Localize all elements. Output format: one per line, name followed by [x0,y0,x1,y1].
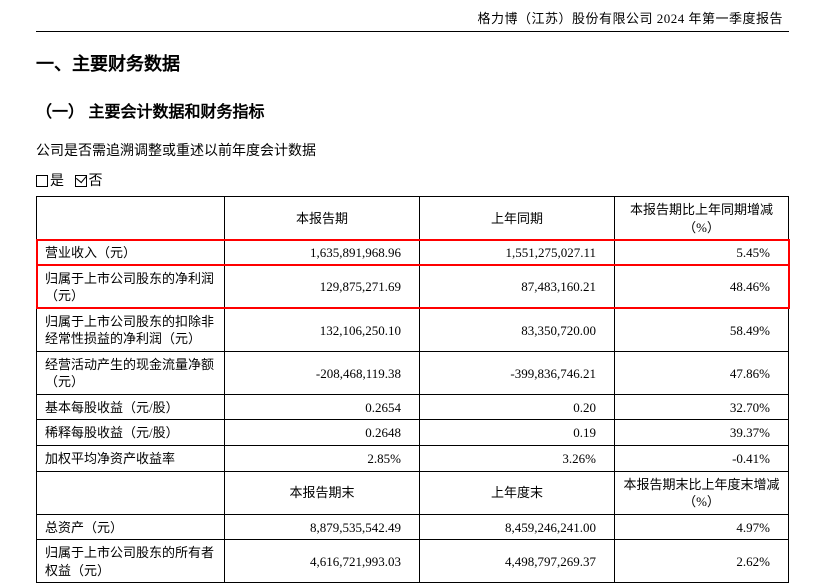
checkbox-row: 是 否 [36,170,789,190]
row-label: 基本每股收益（元/股） [37,394,225,420]
row-change: 48.46% [615,265,789,308]
row-label: 归属于上市公司股东的净利润（元） [37,265,225,308]
row-previous: 83,350,720.00 [420,308,615,351]
col-previous: 上年同期 [420,197,615,240]
row-previous: 0.19 [420,420,615,446]
row-label: 稀释每股收益（元/股） [37,420,225,446]
row-label: 加权平均净资产收益率 [37,446,225,472]
col-change: 本报告期比上年同期增减（%） [615,197,789,240]
row-current: 1,635,891,968.96 [225,240,420,266]
row-current: 4,616,721,993.03 [225,540,420,583]
row-current: 132,106,250.10 [225,308,420,351]
table-row: 总资产（元）8,879,535,542.498,459,246,241.004.… [37,514,789,540]
row-current: 129,875,271.69 [225,265,420,308]
row-current: 0.2648 [225,420,420,446]
col-previous: 上年度末 [420,471,615,514]
row-change: 39.37% [615,420,789,446]
col-change: 本报告期末比上年度末增减（%） [615,471,789,514]
header-rule [36,31,789,32]
report-page: 格力博（江苏）股份有限公司 2024 年第一季度报告 一、主要财务数据 （一） … [0,0,825,563]
row-previous: -399,836,746.21 [420,351,615,394]
checkbox-yes-label: 是 [50,174,64,189]
row-change: 2.62% [615,540,789,583]
table-row: 归属于上市公司股东的扣除非经常性损益的净利润（元）132,106,250.108… [37,308,789,351]
row-label: 经营活动产生的现金流量净额（元） [37,351,225,394]
row-label: 归属于上市公司股东的所有者权益（元） [37,540,225,583]
table-row: 经营活动产生的现金流量净额（元）-208,468,119.38-399,836,… [37,351,789,394]
row-change: 58.49% [615,308,789,351]
row-label: 归属于上市公司股东的扣除非经常性损益的净利润（元） [37,308,225,351]
checkbox-yes [36,175,48,187]
table-row: 加权平均净资产收益率2.85%3.26%-0.41% [37,446,789,472]
financial-table-wrap: 本报告期上年同期本报告期比上年同期增减（%）营业收入（元）1,635,891,9… [36,196,789,583]
table-row: 基本每股收益（元/股）0.26540.2032.70% [37,394,789,420]
row-change: 5.45% [615,240,789,266]
row-previous: 1,551,275,027.11 [420,240,615,266]
row-previous: 8,459,246,241.00 [420,514,615,540]
row-change: 4.97% [615,514,789,540]
col-current: 本报告期 [225,197,420,240]
section-subtitle-1: （一） 主要会计数据和财务指标 [36,98,789,122]
row-label: 营业收入（元） [37,240,225,266]
row-change: -0.41% [615,446,789,472]
section-title-1: 一、主要财务数据 [36,50,789,76]
row-change: 32.70% [615,394,789,420]
row-current: -208,468,119.38 [225,351,420,394]
checkbox-no [75,175,87,187]
row-current: 0.2654 [225,394,420,420]
row-previous: 87,483,160.21 [420,265,615,308]
restatement-question: 公司是否需追溯调整或重述以前年度会计数据 [36,140,789,160]
table-row: 归属于上市公司股东的净利润（元）129,875,271.6987,483,160… [37,265,789,308]
col-blank [37,197,225,240]
table-header-row: 本报告期末上年度末本报告期末比上年度末增减（%） [37,471,789,514]
financial-table: 本报告期上年同期本报告期比上年同期增减（%）营业收入（元）1,635,891,9… [36,196,789,583]
row-previous: 3.26% [420,446,615,472]
row-current: 2.85% [225,446,420,472]
row-label: 总资产（元） [37,514,225,540]
table-row: 营业收入（元）1,635,891,968.961,551,275,027.115… [37,240,789,266]
col-blank [37,471,225,514]
row-previous: 0.20 [420,394,615,420]
table-row: 稀释每股收益（元/股）0.26480.1939.37% [37,420,789,446]
page-header-right: 格力博（江苏）股份有限公司 2024 年第一季度报告 [36,8,789,27]
checkbox-no-label: 否 [89,174,103,189]
table-row: 归属于上市公司股东的所有者权益（元）4,616,721,993.034,498,… [37,540,789,583]
row-previous: 4,498,797,269.37 [420,540,615,583]
row-change: 47.86% [615,351,789,394]
table-header-row: 本报告期上年同期本报告期比上年同期增减（%） [37,197,789,240]
row-current: 8,879,535,542.49 [225,514,420,540]
col-current: 本报告期末 [225,471,420,514]
